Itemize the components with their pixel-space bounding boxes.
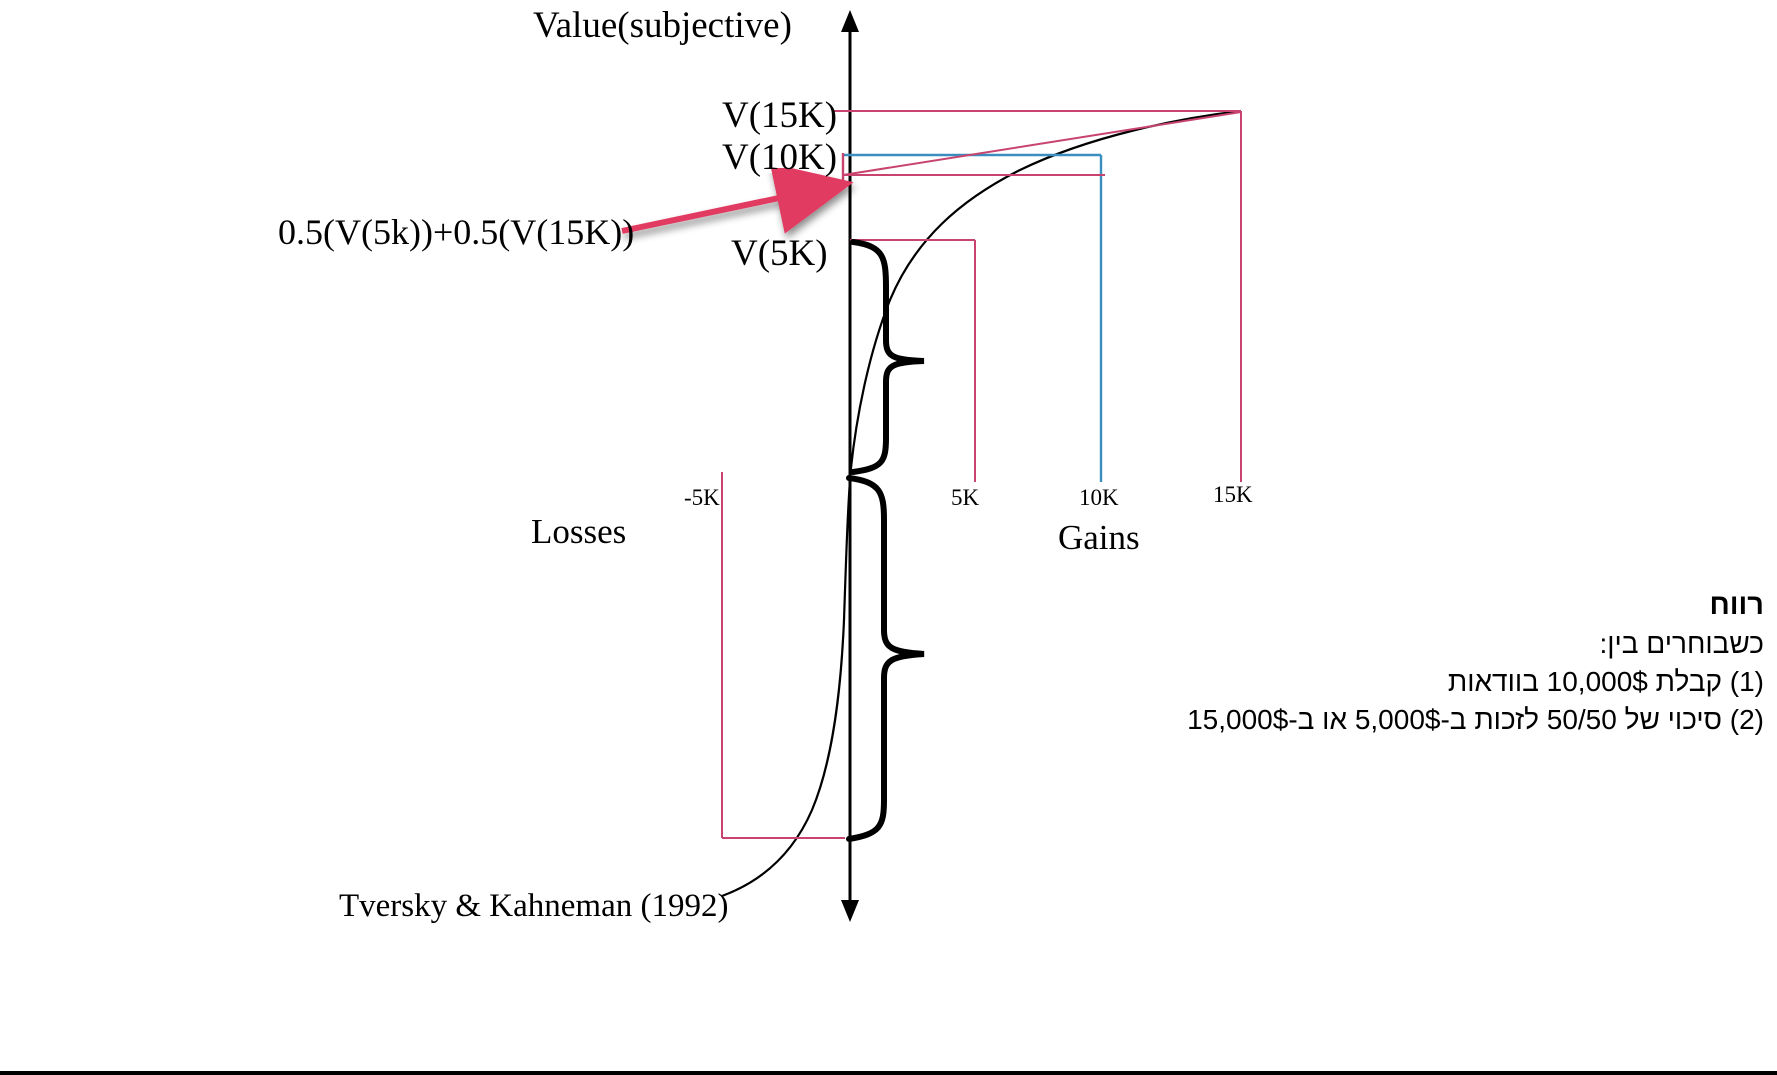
gains-label: Gains <box>1058 518 1140 557</box>
value-function-curve <box>721 109 1242 898</box>
guide-5k <box>850 239 976 482</box>
bottom-divider <box>0 1071 1777 1075</box>
hebrew-note-block: רווח כשבוחרים בין: (1) קבלת 10,000$ בווד… <box>1044 586 1764 739</box>
losses-label: Losses <box>531 512 627 551</box>
expected-value-chord <box>841 111 1242 181</box>
source-citation: Tversky & Kahneman (1992) <box>339 888 729 924</box>
expected-value-arrow <box>621 163 854 234</box>
guide-10k <box>843 153 1103 482</box>
x-tick-10k: 10K <box>1079 485 1119 510</box>
losses-brace <box>846 475 925 842</box>
value-label-5k: V(5K) <box>731 233 828 274</box>
guide-minus5k <box>721 472 845 839</box>
y-axis-title: Value(subjective) <box>533 5 792 46</box>
y-axis <box>841 10 859 922</box>
gains-brace <box>850 239 925 475</box>
expected-value-formula: 0.5(V(5k))+0.5(V(15K)) <box>278 212 635 252</box>
guide-15k <box>833 110 1242 482</box>
hebrew-option-2: (2) סיכוי של 50/50 לזכות ב-5,000$ או ב-1… <box>1187 703 1764 735</box>
value-label-10k: V(10K) <box>722 137 838 178</box>
hebrew-lead: כשבוחרים בין: <box>1599 628 1764 660</box>
value-label-15k: V(15K) <box>722 95 838 136</box>
x-tick-15k: 15K <box>1213 482 1253 507</box>
x-tick-minus5k: -5K <box>684 485 720 510</box>
x-tick-5k: 5K <box>951 485 980 510</box>
hebrew-option-1: (1) קבלת 10,000$ בוודאות <box>1447 665 1764 697</box>
hebrew-title: רווח <box>1709 589 1764 621</box>
